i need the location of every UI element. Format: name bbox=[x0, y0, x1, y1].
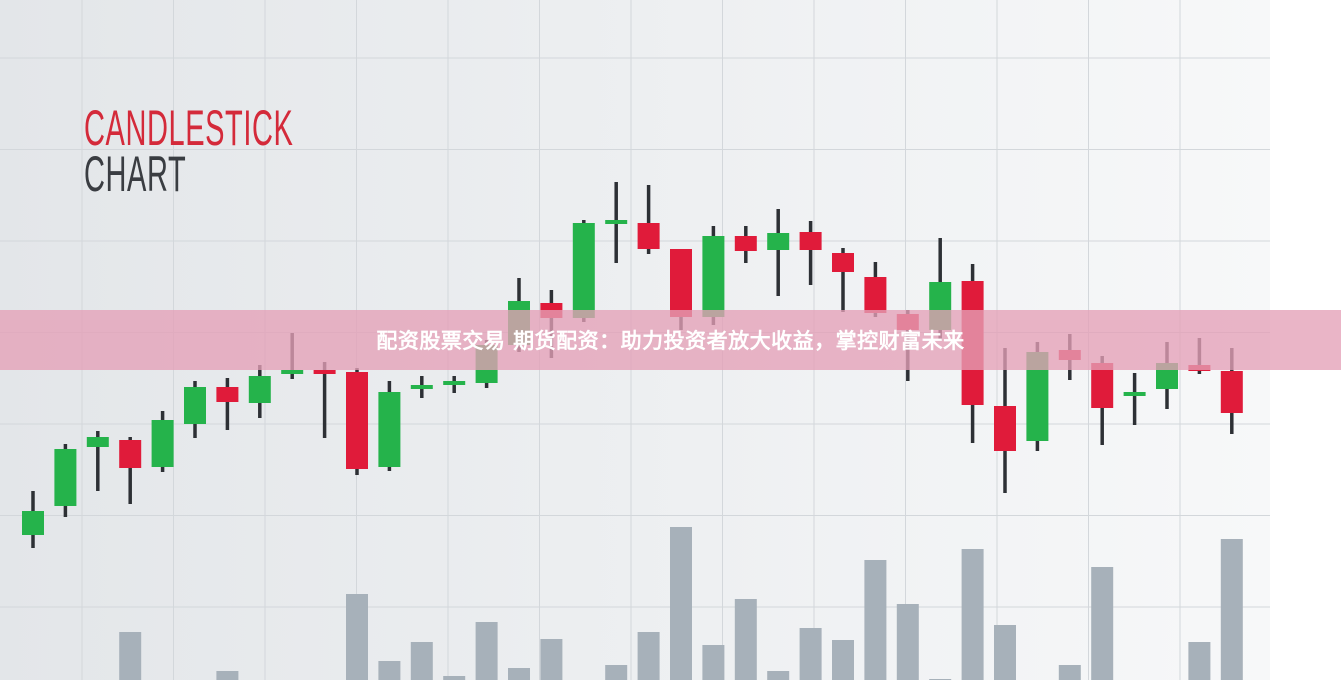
candle-body-down bbox=[832, 253, 854, 272]
candle bbox=[410, 376, 433, 398]
candle-body-up bbox=[151, 420, 174, 467]
volume-bar bbox=[540, 639, 563, 680]
candle-body-up bbox=[54, 449, 77, 506]
candle bbox=[572, 220, 595, 322]
candle-body-up bbox=[281, 370, 304, 374]
banner-text: 配资股票交易 期货配资：助力投资者放大收益，掌控财富未来 bbox=[376, 329, 965, 353]
candle bbox=[799, 221, 822, 285]
volume-bar bbox=[1220, 539, 1243, 680]
candle-body-up bbox=[1123, 392, 1146, 396]
candle bbox=[346, 368, 368, 475]
volume-bar bbox=[767, 671, 790, 680]
volume-bar bbox=[637, 632, 660, 680]
candle-body-up bbox=[1026, 352, 1049, 441]
candle bbox=[702, 226, 725, 325]
candle bbox=[767, 209, 790, 296]
volume-bar bbox=[378, 661, 401, 680]
volume-bar bbox=[605, 665, 628, 680]
candle bbox=[1123, 373, 1146, 425]
candle bbox=[216, 378, 239, 430]
candle-body-down bbox=[119, 440, 142, 468]
candle bbox=[1091, 356, 1114, 445]
volume-bar bbox=[864, 560, 887, 680]
volume-bar bbox=[799, 628, 822, 680]
volume-bar bbox=[346, 594, 368, 680]
volume-bar bbox=[994, 625, 1016, 680]
candle bbox=[184, 381, 206, 438]
candle-body-up bbox=[22, 511, 44, 535]
volume-bar bbox=[119, 632, 142, 680]
volume-bar bbox=[216, 671, 239, 680]
candle-body-up bbox=[443, 381, 466, 385]
volume-bar bbox=[896, 604, 919, 680]
candle bbox=[151, 411, 174, 472]
volume-bar bbox=[443, 676, 466, 680]
volume-bar bbox=[475, 622, 498, 680]
candle bbox=[605, 182, 628, 263]
volume-bar bbox=[961, 549, 984, 680]
candle bbox=[313, 362, 336, 438]
volume-bar bbox=[410, 642, 433, 680]
candle-body-up bbox=[572, 223, 595, 318]
candle-body-up bbox=[767, 233, 790, 250]
candle-body-down bbox=[216, 387, 239, 402]
candle-body-down bbox=[864, 277, 887, 313]
volume-bar bbox=[1188, 642, 1211, 680]
candle-body-down bbox=[1091, 363, 1114, 408]
chart-title: CANDLESTICK bbox=[84, 100, 294, 156]
candle-body-up bbox=[86, 437, 109, 447]
candle-body-down bbox=[799, 232, 822, 250]
volume-bar bbox=[734, 599, 757, 680]
candle-body-down bbox=[1220, 371, 1243, 413]
candle bbox=[248, 365, 271, 418]
candle bbox=[86, 431, 109, 491]
volume-bars bbox=[119, 527, 1243, 680]
candle bbox=[832, 248, 854, 312]
candle bbox=[443, 376, 466, 393]
candle-body-up bbox=[248, 376, 271, 403]
candle-body-down bbox=[313, 370, 336, 374]
chart-subtitle: CHART bbox=[84, 146, 187, 202]
candle-body-up bbox=[702, 236, 725, 317]
candle-body-up bbox=[184, 387, 206, 424]
candle-body-down bbox=[670, 249, 692, 317]
candle-body-up bbox=[378, 392, 401, 467]
volume-bar bbox=[508, 668, 530, 680]
candle-body-up bbox=[605, 220, 628, 224]
volume-bar bbox=[702, 645, 725, 680]
candle-body-down bbox=[637, 223, 660, 249]
candle bbox=[864, 262, 887, 317]
candle bbox=[22, 491, 44, 548]
candle-body-down bbox=[994, 406, 1016, 451]
candle bbox=[637, 185, 660, 254]
candle bbox=[119, 437, 142, 504]
volume-bar bbox=[670, 527, 692, 680]
candle bbox=[378, 381, 401, 471]
candle bbox=[54, 444, 77, 517]
candle-body-down bbox=[346, 372, 368, 469]
candle bbox=[994, 348, 1016, 493]
volume-bar bbox=[1091, 567, 1114, 680]
headline-banner: 配资股票交易 期货配资：助力投资者放大收益，掌控财富未来 bbox=[0, 310, 1341, 370]
volume-bar bbox=[832, 640, 854, 680]
candle-body-down bbox=[734, 236, 757, 251]
candle-body-up bbox=[410, 385, 433, 389]
volume-bar bbox=[1058, 665, 1081, 680]
candle bbox=[734, 226, 757, 263]
